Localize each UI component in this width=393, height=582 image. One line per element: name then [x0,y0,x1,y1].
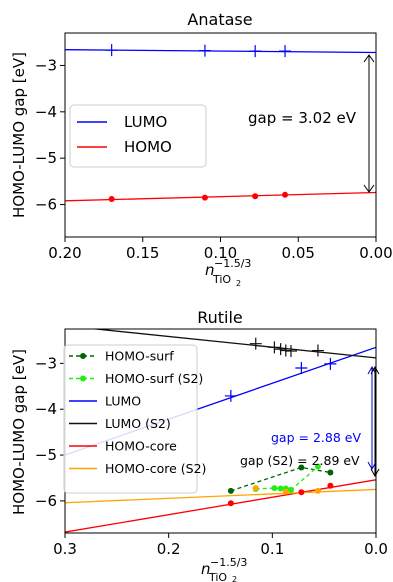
legend-label-homo: HOMO [124,138,172,156]
svg-text:n: n [201,560,211,578]
rutile-x-axis-label: n TiO 2 −1.5/3 [201,556,247,582]
connector-homo-surf [230,466,331,492]
point-lumo-s2-0 [249,337,262,350]
fit-line-homo [65,191,376,202]
svg-text:2: 2 [232,575,237,582]
point-lumo-2 [249,45,262,58]
y-tick-label: −4 [35,400,57,418]
y-tick-label: −6 [35,492,57,510]
svg-text:n: n [205,261,215,279]
anatase-gap-annotation: gap = 3.02 eV [248,109,357,127]
point-lumo-s2-5 [311,344,324,357]
point-homo-core-s2-0 [252,485,259,492]
point-lumo-s2-1 [268,341,281,354]
point-homo-2 [252,193,259,200]
anatase-legend: LUMO HOMO [69,104,207,168]
svg-text:2: 2 [236,279,241,288]
point-lumo-0 [224,389,237,402]
x-tick-label: 0.15 [126,244,159,262]
point-homo-surf-s2-2 [277,485,284,492]
point-lumo-s2-4 [284,345,297,358]
point-homo-surf-s2-1 [271,485,278,492]
fit-line-homo-core-s2 [65,488,376,504]
x-tick-label: 0.3 [53,540,77,558]
legend-label-lumo: LUMO [105,394,141,409]
legend-label-homo-core: HOMO-core [105,439,177,454]
legend-label-lumo-s2: LUMO (S2) [105,416,171,431]
connector-homo-surf-s2 [255,466,319,491]
svg-text:−1.5/3: −1.5/3 [210,556,247,569]
y-tick-label: −6 [35,196,57,214]
point-homo-core-2 [327,482,334,489]
fit-line-homo-core [65,479,376,533]
rutile-gap-annotation: gap = 2.88 eV [271,430,361,445]
anatase-x-axis-label: n TiO 2 −1.5/3 [205,257,251,288]
legend-label-homo-core-s2: HOMO-core (S2) [105,461,206,476]
anatase-gap-arrow [363,54,375,193]
legend-label-lumo: LUMO [124,113,167,131]
x-tick-label: 0.0 [364,540,388,558]
x-tick-label: 0.20 [48,244,81,262]
y-tick-label: −5 [35,149,57,167]
legend-label-homo-surf-s2: HOMO-surf (S2) [105,371,203,386]
x-tick-label: 0.1 [260,540,284,558]
rutile-title: Rutile [197,308,243,327]
legend-marker-homo-surf-s2 [80,375,86,382]
point-lumo-3 [279,45,292,58]
point-homo-surf-s2-5 [314,463,321,470]
svg-text:TiO: TiO [208,571,227,582]
y-tick-label: −4 [35,103,57,121]
rutile-gap-arrow [367,365,380,478]
anatase-panel: Anatase HOMO-LUMO gap [eV] 0.20 0.15 0.10 0… [10,10,393,288]
x-tick-label: 0.10 [204,244,237,262]
point-homo-1 [201,194,208,201]
x-tick-label: 0.05 [282,244,315,262]
legend-label-homo-surf: HOMO-surf [105,349,174,364]
x-tick-label: 0.2 [157,540,181,558]
point-homo-3 [282,191,289,198]
point-lumo-1 [295,361,308,374]
point-homo-surf-s2-4 [287,486,294,493]
point-lumo-s2-2 [274,343,287,356]
anatase-y-axis-label: HOMO-LUMO gap [eV] [10,52,28,218]
point-lumo-2 [324,357,337,370]
svg-text:TiO: TiO [212,273,231,286]
point-homo-core-0 [227,500,234,507]
point-homo-surf-1 [298,464,305,471]
rutile-y-axis-label: HOMO-LUMO gap [eV] [10,349,28,515]
rutile-panel: Rutile HOMO-LUMO gap [eV] 0.3 0.2 0.1 0.0 −3… [10,308,388,582]
point-homo-surf-2 [327,469,334,476]
rutile-legend: HOMO-surf HOMO-surf (S2) LUMO LUMO (S2) HOMO… [63,344,206,494]
legend-marker-homo-surf [80,353,86,359]
point-homo-core-1 [298,489,305,496]
point-homo-core-s2-2 [314,487,321,494]
point-lumo-0 [105,44,118,57]
rutile-gap-s2-annotation: gap (S2) = 2.89 eV [240,453,360,468]
svg-text:−1.5/3: −1.5/3 [214,257,251,270]
y-tick-label: −5 [35,446,57,464]
fit-line-lumo-s2 [89,329,376,359]
y-tick-label: −3 [35,354,57,372]
y-tick-label: −3 [35,56,57,74]
x-tick-label: 0.00 [359,244,392,262]
point-lumo-1 [198,44,211,57]
point-homo-0 [108,195,115,202]
point-homo-core-s2-1 [282,488,289,495]
point-homo-surf-0 [227,487,234,494]
anatase-title: Anatase [187,10,252,29]
